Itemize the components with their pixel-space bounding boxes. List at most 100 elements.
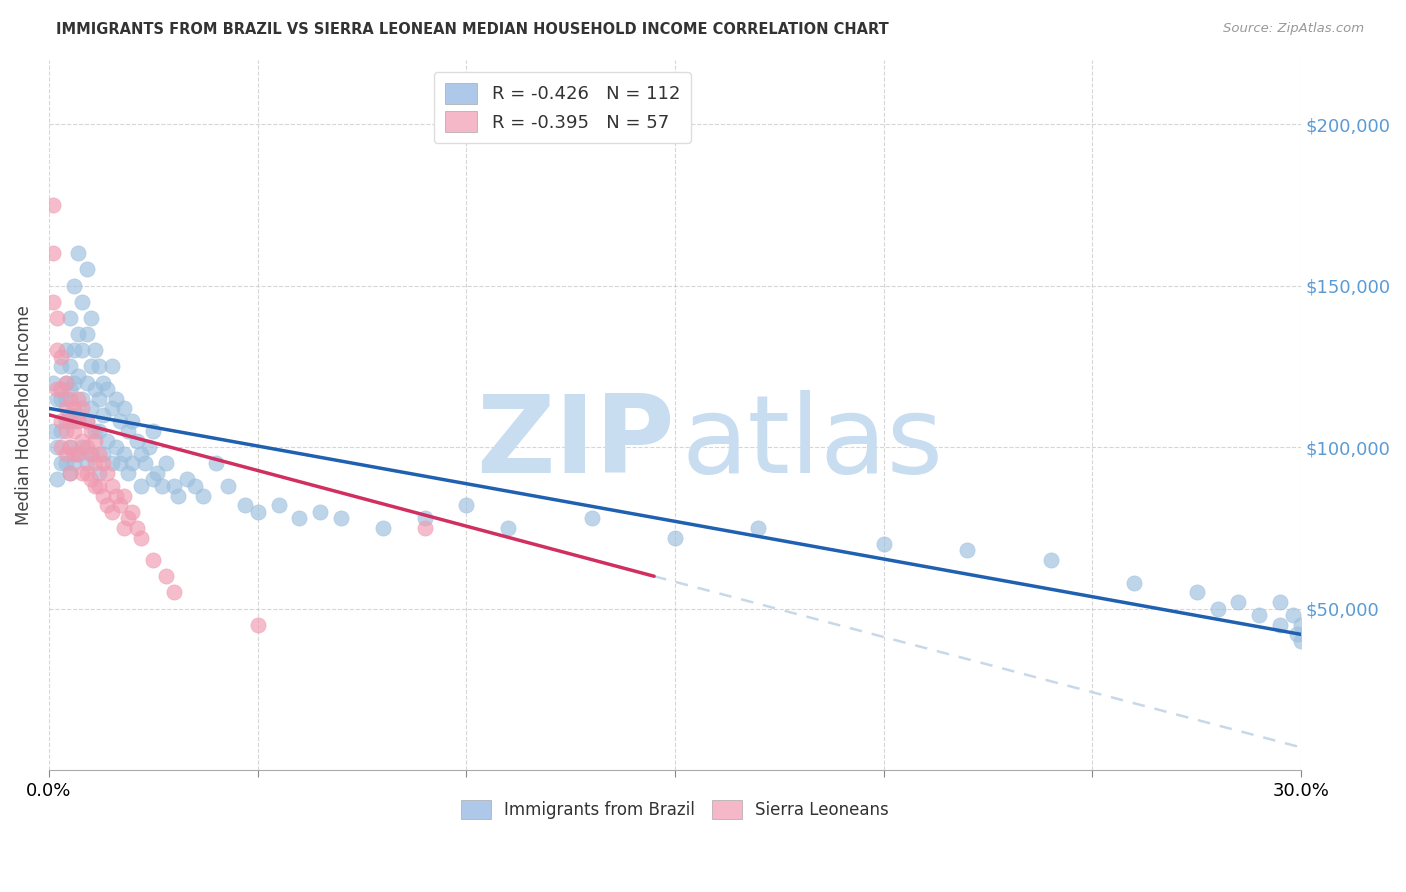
Point	[63, 343, 86, 358]
Point	[96, 382, 118, 396]
Point	[142, 553, 165, 567]
Point	[146, 466, 169, 480]
Point	[288, 511, 311, 525]
Point	[51, 440, 73, 454]
Point	[87, 424, 110, 438]
Point	[63, 401, 86, 416]
Point	[59, 466, 82, 480]
Point	[80, 446, 103, 460]
Point	[59, 359, 82, 374]
Point	[581, 511, 603, 525]
Point	[76, 262, 98, 277]
Point	[112, 489, 135, 503]
Legend: Immigrants from Brazil, Sierra Leoneans: Immigrants from Brazil, Sierra Leoneans	[454, 793, 896, 826]
Point	[217, 479, 239, 493]
Point	[155, 456, 177, 470]
Point	[167, 489, 190, 503]
Point	[330, 511, 353, 525]
Point	[55, 446, 77, 460]
Point	[59, 440, 82, 454]
Point	[76, 414, 98, 428]
Point	[246, 505, 269, 519]
Point	[72, 392, 94, 406]
Point	[87, 479, 110, 493]
Point	[125, 434, 148, 448]
Point	[108, 414, 131, 428]
Text: IMMIGRANTS FROM BRAZIL VS SIERRA LEONEAN MEDIAN HOUSEHOLD INCOME CORRELATION CHA: IMMIGRANTS FROM BRAZIL VS SIERRA LEONEAN…	[56, 22, 889, 37]
Point	[63, 414, 86, 428]
Point	[176, 472, 198, 486]
Point	[108, 456, 131, 470]
Point	[100, 456, 122, 470]
Point	[67, 446, 90, 460]
Point	[42, 424, 65, 438]
Point	[91, 446, 114, 460]
Point	[67, 446, 90, 460]
Point	[80, 446, 103, 460]
Point	[63, 376, 86, 390]
Point	[51, 392, 73, 406]
Point	[72, 466, 94, 480]
Point	[138, 440, 160, 454]
Point	[100, 479, 122, 493]
Point	[80, 359, 103, 374]
Point	[134, 456, 156, 470]
Point	[67, 414, 90, 428]
Point	[63, 446, 86, 460]
Point	[142, 424, 165, 438]
Point	[80, 401, 103, 416]
Point	[72, 343, 94, 358]
Point	[42, 198, 65, 212]
Point	[413, 521, 436, 535]
Point	[117, 466, 139, 480]
Point	[87, 446, 110, 460]
Point	[125, 521, 148, 535]
Point	[55, 392, 77, 406]
Point	[129, 446, 152, 460]
Point	[80, 310, 103, 325]
Point	[59, 414, 82, 428]
Point	[76, 456, 98, 470]
Point	[1206, 601, 1229, 615]
Point	[72, 401, 94, 416]
Point	[100, 505, 122, 519]
Point	[87, 359, 110, 374]
Point	[371, 521, 394, 535]
Point	[55, 401, 77, 416]
Point	[91, 376, 114, 390]
Point	[51, 414, 73, 428]
Point	[309, 505, 332, 519]
Point	[1281, 607, 1303, 622]
Point	[747, 521, 769, 535]
Point	[233, 498, 256, 512]
Point	[72, 440, 94, 454]
Point	[63, 278, 86, 293]
Point	[121, 414, 143, 428]
Point	[87, 466, 110, 480]
Point	[55, 343, 77, 358]
Point	[72, 434, 94, 448]
Text: atlas: atlas	[682, 390, 943, 496]
Point	[83, 343, 105, 358]
Point	[267, 498, 290, 512]
Point	[1249, 607, 1271, 622]
Point	[83, 434, 105, 448]
Point	[1185, 585, 1208, 599]
Point	[155, 569, 177, 583]
Point	[205, 456, 228, 470]
Point	[51, 424, 73, 438]
Y-axis label: Median Household Income: Median Household Income	[15, 305, 32, 524]
Point	[100, 359, 122, 374]
Point	[104, 489, 127, 503]
Point	[1039, 553, 1062, 567]
Point	[59, 408, 82, 422]
Point	[59, 310, 82, 325]
Point	[42, 246, 65, 260]
Point	[104, 392, 127, 406]
Point	[42, 294, 65, 309]
Point	[664, 531, 686, 545]
Point	[413, 511, 436, 525]
Point	[51, 359, 73, 374]
Point	[1285, 627, 1308, 641]
Point	[67, 392, 90, 406]
